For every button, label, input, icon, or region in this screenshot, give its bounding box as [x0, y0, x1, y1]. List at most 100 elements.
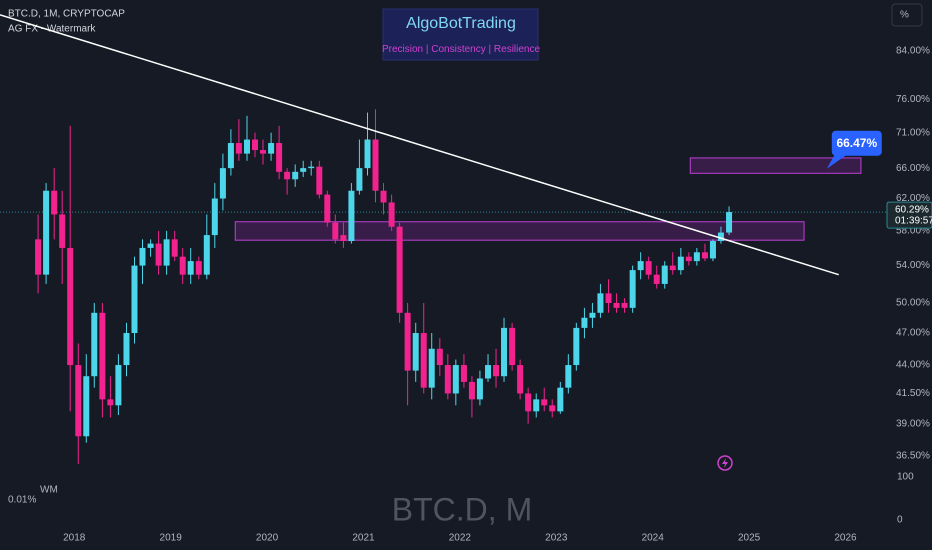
icon-ring[interactable] — [717, 455, 733, 471]
scale-button-label[interactable]: % — [900, 10, 909, 21]
candle-body — [83, 376, 90, 437]
candle-body — [324, 194, 331, 223]
x-tick-label: 2018 — [63, 533, 86, 544]
candle-body — [372, 139, 379, 191]
candle-body — [517, 365, 524, 394]
banner-item: Resilience — [494, 44, 541, 55]
candle-body — [179, 256, 186, 275]
candle-body — [244, 139, 251, 154]
candle-body — [171, 239, 178, 257]
candle-body — [43, 190, 50, 275]
candle-body — [219, 168, 226, 199]
candle-body — [348, 190, 355, 242]
candle-body — [131, 265, 138, 334]
y-tick-label: 44.00% — [896, 360, 930, 371]
candle-body — [268, 143, 275, 154]
candle-body — [276, 143, 283, 172]
candle-body — [613, 302, 620, 308]
lightning-icon[interactable] — [717, 455, 733, 471]
candle-body — [701, 252, 708, 259]
x-tick-label: 2025 — [738, 533, 761, 544]
y-tick-label: 58.00% — [896, 226, 930, 237]
candle-body — [260, 150, 267, 154]
candle-body — [605, 293, 612, 303]
candle-body — [677, 256, 684, 271]
price-badge — [886, 201, 932, 229]
y-tick-label: 41.50% — [896, 388, 930, 399]
lower-pane-value: 0.01% — [8, 495, 36, 506]
candle-body — [412, 333, 419, 371]
candle-body — [396, 226, 403, 313]
candle-body — [717, 232, 724, 242]
candle-body — [685, 256, 692, 262]
candle-body — [460, 365, 467, 382]
candle-body — [452, 365, 459, 394]
candle-body — [388, 202, 395, 227]
y-tick-label: 47.00% — [896, 328, 930, 339]
candle-body — [123, 333, 130, 366]
candle-body — [637, 261, 644, 271]
candle-body — [581, 317, 588, 328]
banner-tagline: Precision | Consistency | Resilience — [382, 44, 541, 55]
y-tick-label: 84.00% — [896, 46, 930, 57]
candle-body — [629, 270, 636, 308]
candle-body — [589, 312, 596, 318]
candle-body — [653, 274, 660, 284]
candle-body — [308, 166, 315, 169]
trendline — [0, 14, 839, 276]
candle-body — [99, 312, 106, 400]
candle-body — [203, 235, 210, 275]
x-tick-label: 2026 — [834, 533, 857, 544]
candle-body — [509, 327, 516, 366]
candle-body — [227, 143, 234, 169]
candle-body — [645, 261, 652, 275]
candle-body — [468, 381, 475, 400]
candle-body — [541, 399, 548, 406]
icon-bolt[interactable] — [722, 458, 728, 468]
plot-area: 66.47% — [0, 14, 886, 464]
lower-pane-tick: 100 — [897, 472, 914, 483]
banner-item: Consistency — [431, 44, 485, 55]
banner-item: Precision — [382, 44, 423, 55]
candle-body — [155, 243, 162, 266]
scale-button[interactable] — [891, 3, 923, 27]
x-tick-label: 2021 — [352, 533, 375, 544]
candle-body — [436, 348, 443, 366]
x-tick-label: 2023 — [545, 533, 568, 544]
candle-body — [284, 171, 291, 180]
candle-body — [485, 365, 492, 379]
banner-sep: | — [426, 44, 429, 55]
y-tick-label: 71.00% — [896, 127, 930, 138]
candle-body — [476, 378, 483, 400]
candle-body — [59, 214, 66, 248]
candle-body — [356, 168, 363, 191]
candle-body — [420, 333, 427, 388]
candle-body — [557, 387, 564, 412]
candle-body — [726, 212, 733, 233]
x-tick-label: 2022 — [449, 533, 472, 544]
candle-body — [597, 293, 604, 313]
candle-body — [139, 247, 146, 266]
candle-body — [51, 190, 58, 215]
candle-body — [565, 365, 572, 388]
y-tick-label: 50.00% — [896, 298, 930, 309]
banner-box — [382, 8, 539, 61]
banner-title: AlgoBotTrading — [406, 15, 516, 32]
candle-body — [107, 399, 114, 406]
chart-subtitle: AG FX - Watermark — [8, 24, 96, 35]
zone — [689, 157, 862, 174]
candle-body — [75, 365, 82, 437]
y-tick-label: 66.00% — [896, 163, 930, 174]
banner-sep: | — [489, 44, 492, 55]
candle-body — [147, 243, 154, 248]
candle-body — [340, 235, 347, 242]
candle-body — [364, 139, 371, 169]
candle-body — [444, 365, 451, 394]
lower-pane-tick: 0 — [897, 515, 903, 526]
candle-body — [235, 143, 242, 154]
y-tick-label: 62.00% — [896, 193, 930, 204]
candle-body — [493, 365, 500, 377]
candle-body — [316, 166, 323, 195]
candle-body — [549, 405, 556, 412]
